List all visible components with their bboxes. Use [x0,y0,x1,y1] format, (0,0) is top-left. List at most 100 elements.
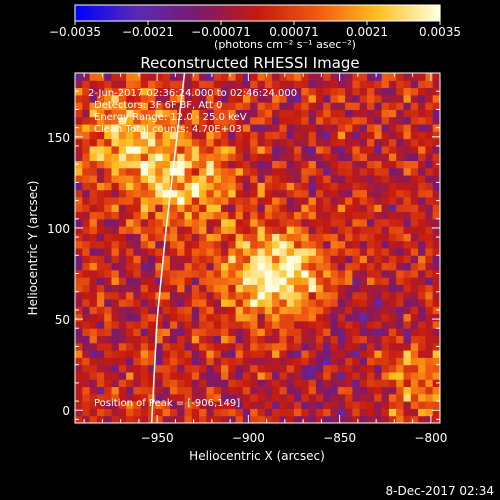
heatmap-cell [82,145,91,154]
heatmap-cell [272,306,280,315]
heatmap-cell [184,371,193,380]
heatmap-cell [294,350,302,358]
heatmap-cell [345,80,353,89]
heatmap-cell [359,328,368,336]
heatmap-cell [235,233,244,242]
heatmap-cell [191,233,200,242]
colorbar-segment [144,5,149,21]
heatmap-cell [126,269,134,278]
heatmap-cell [221,371,229,380]
heatmap-cell [242,138,251,147]
y-tick-label: 0 [62,404,70,418]
heatmap-cell [162,167,171,176]
heatmap-cell [177,386,185,395]
heatmap-cell [221,350,229,358]
heatmap-cell [301,182,310,191]
heatmap-cell [118,284,127,293]
heatmap-cell [308,350,317,358]
heatmap-cell [169,313,178,322]
heatmap-cell [250,240,258,249]
heatmap-cell [111,153,120,161]
heatmap-cell [140,182,149,191]
heatmap-cell [337,320,346,329]
heatmap-cell [82,233,91,242]
heatmap-cell [345,196,353,205]
heatmap-cell [155,284,164,293]
heatmap-cell [315,386,324,395]
heatmap-cell [184,357,193,366]
heatmap-cell [213,182,222,191]
heatmap-cell [286,342,295,351]
heatmap-cell [432,131,440,140]
heatmap-cell [118,320,127,329]
heatmap-cell [82,211,91,220]
heatmap-cell [126,291,134,300]
heatmap-cell [235,386,244,395]
heatmap-cell [410,124,419,132]
heatmap-cell [374,116,383,125]
colorbar-segment [385,5,389,21]
heatmap-cell [169,262,178,271]
colorbar-segment [254,5,259,21]
heatmap-cell [221,233,229,242]
heatmap-cell [418,73,426,81]
heatmap-cell [104,189,112,198]
heatmap-cell [294,233,302,242]
heatmap-cell [250,196,258,205]
heatmap-cell [96,313,105,322]
heatmap-cell [162,415,171,423]
heatmap-cell [250,262,258,271]
heatmap-cell [279,233,288,242]
heatmap-cell [337,160,346,169]
heatmap-cell [155,408,164,417]
heatmap-cell [425,408,434,417]
heatmap-cell [388,335,397,344]
colorbar-segment [211,5,216,21]
heatmap-cell [403,189,412,198]
heatmap-cell [272,124,280,132]
heatmap-cell [367,138,375,147]
heatmap-cell [315,233,324,242]
heatmap-cell [337,94,346,103]
heatmap-cell [199,182,207,191]
heatmap-cell [118,408,127,417]
colorbar [74,4,441,22]
heatmap-cell [104,277,112,285]
heatmap-cell [330,109,339,118]
heatmap-cell [432,138,440,147]
heatmap-cell [213,371,222,380]
heatmap-cell [191,124,200,132]
heatmap-cell [279,218,288,227]
heatmap-cell [250,218,258,227]
heatmap-cell [213,379,222,388]
heatmap-cell [89,262,98,271]
heatmap-cell [89,204,98,213]
heatmap-cell [323,167,331,176]
heatmap-cell [184,328,193,336]
heatmap-cell [162,131,171,140]
heatmap-cell [213,226,222,234]
heatmap-cell [330,182,339,191]
heatmap-cell [235,109,244,118]
heatmap-cell [323,408,331,417]
heatmap-cell [155,379,164,388]
heatmap-cell [89,167,98,176]
heatmap-cell [381,109,390,118]
heatmap-cell [264,124,273,132]
heatmap-cell [199,94,207,103]
heatmap-cell [396,277,404,285]
heatmap-cell [301,109,310,118]
heatmap-cell [96,342,105,351]
heatmap-cell [264,73,273,81]
heatmap-cell [418,371,426,380]
heatmap-cell [235,138,244,147]
heatmap-cell [242,364,251,373]
heatmap-cell [425,145,434,154]
heatmap-cell [206,269,215,278]
heatmap-cell [345,175,353,183]
heatmap-cell [235,277,244,285]
heatmap-cell [294,124,302,132]
heatmap-cell [96,415,105,423]
heatmap-cell [89,80,98,89]
heatmap-cell [323,131,331,140]
